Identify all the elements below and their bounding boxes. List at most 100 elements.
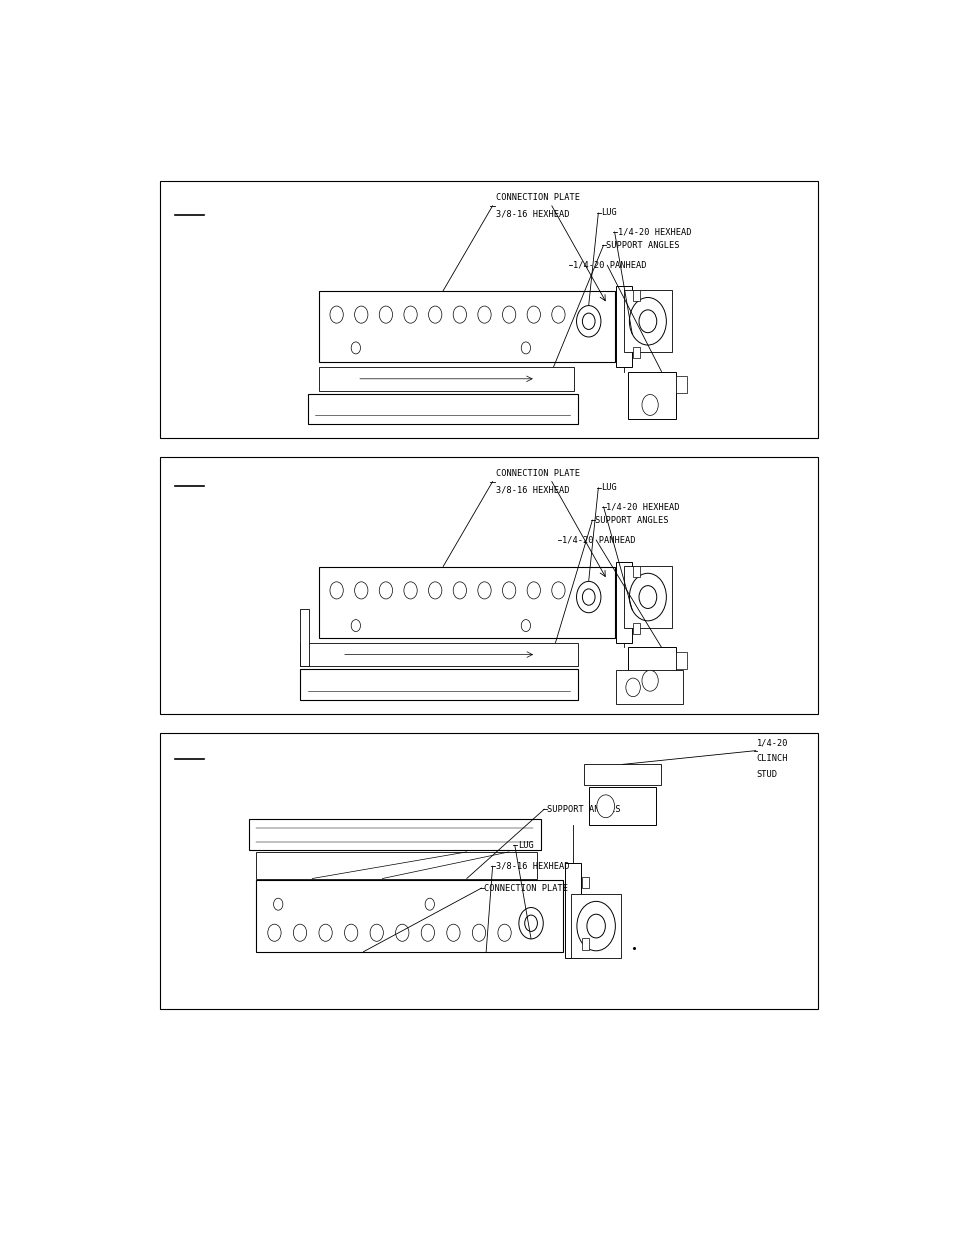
Circle shape xyxy=(518,908,542,939)
Circle shape xyxy=(351,342,360,354)
Text: 1/4-20 PANHEAD: 1/4-20 PANHEAD xyxy=(561,536,635,545)
Circle shape xyxy=(551,306,564,324)
Circle shape xyxy=(268,924,281,941)
Circle shape xyxy=(629,573,665,621)
Circle shape xyxy=(639,310,656,332)
Circle shape xyxy=(274,898,283,910)
Bar xyxy=(318,567,614,638)
Circle shape xyxy=(330,582,343,599)
Circle shape xyxy=(477,582,491,599)
Circle shape xyxy=(379,306,392,324)
Circle shape xyxy=(581,589,595,605)
Bar xyxy=(249,819,540,850)
Bar xyxy=(633,622,639,634)
Circle shape xyxy=(370,924,383,941)
Text: 1/4-20 HEXHEAD: 1/4-20 HEXHEAD xyxy=(617,227,690,236)
Bar xyxy=(589,787,656,825)
Text: SUPPORT ANGLES: SUPPORT ANGLES xyxy=(595,515,668,525)
Circle shape xyxy=(639,585,656,609)
Bar xyxy=(308,394,577,424)
Bar xyxy=(633,290,639,301)
Bar xyxy=(300,669,577,700)
Circle shape xyxy=(527,582,539,599)
Circle shape xyxy=(477,306,491,324)
Circle shape xyxy=(502,582,516,599)
Circle shape xyxy=(576,582,600,613)
Circle shape xyxy=(641,671,658,692)
Text: CLINCH: CLINCH xyxy=(756,755,787,763)
Text: 1/4-20 HEXHEAD: 1/4-20 HEXHEAD xyxy=(606,503,679,511)
Circle shape xyxy=(318,924,332,941)
Bar xyxy=(581,939,588,950)
Circle shape xyxy=(497,924,511,941)
Bar xyxy=(627,647,676,695)
Circle shape xyxy=(453,306,466,324)
Bar xyxy=(581,877,588,888)
Bar xyxy=(616,562,632,642)
Circle shape xyxy=(527,306,539,324)
Circle shape xyxy=(625,678,639,697)
Bar xyxy=(676,652,686,669)
Circle shape xyxy=(520,620,530,631)
Circle shape xyxy=(379,582,392,599)
Circle shape xyxy=(502,306,516,324)
Text: 3/8-16 HEXHEAD: 3/8-16 HEXHEAD xyxy=(495,862,569,871)
Circle shape xyxy=(581,314,595,330)
Circle shape xyxy=(425,898,434,910)
Bar xyxy=(255,852,537,878)
Text: STUD: STUD xyxy=(756,771,777,779)
Bar xyxy=(299,609,308,667)
Text: SUPPORT ANGLES: SUPPORT ANGLES xyxy=(606,241,679,249)
Circle shape xyxy=(421,924,434,941)
Bar xyxy=(616,287,632,367)
Bar xyxy=(616,671,682,704)
Circle shape xyxy=(524,915,537,931)
Circle shape xyxy=(577,902,615,951)
Circle shape xyxy=(403,306,416,324)
Text: 3/8-16 HEXHEAD: 3/8-16 HEXHEAD xyxy=(495,485,569,494)
Text: 3/8-16 HEXHEAD: 3/8-16 HEXHEAD xyxy=(495,209,569,219)
Circle shape xyxy=(403,582,416,599)
Bar xyxy=(318,291,614,362)
Bar xyxy=(571,894,620,958)
Text: 1/4-20 PANHEAD: 1/4-20 PANHEAD xyxy=(573,261,646,269)
Circle shape xyxy=(576,305,600,337)
Text: CONNECTION PLATE: CONNECTION PLATE xyxy=(484,883,568,893)
Circle shape xyxy=(472,924,485,941)
Bar xyxy=(160,734,817,1009)
Text: CONNECTION PLATE: CONNECTION PLATE xyxy=(495,469,579,478)
Text: 1/4-20: 1/4-20 xyxy=(756,739,787,747)
Circle shape xyxy=(520,342,530,354)
Circle shape xyxy=(586,914,605,937)
Bar xyxy=(623,290,671,352)
Circle shape xyxy=(428,306,441,324)
Bar xyxy=(160,457,817,714)
Circle shape xyxy=(355,306,368,324)
Circle shape xyxy=(293,924,306,941)
Bar xyxy=(623,566,671,627)
Circle shape xyxy=(629,298,665,345)
Bar xyxy=(160,182,817,438)
Circle shape xyxy=(453,582,466,599)
Bar xyxy=(255,881,562,952)
Bar xyxy=(318,367,574,390)
Circle shape xyxy=(355,582,368,599)
Bar xyxy=(627,372,676,419)
Circle shape xyxy=(597,795,614,818)
Circle shape xyxy=(351,620,360,631)
Text: SUPPORT ANGLES: SUPPORT ANGLES xyxy=(547,805,620,814)
Circle shape xyxy=(330,306,343,324)
Circle shape xyxy=(641,394,658,415)
Text: LUG: LUG xyxy=(517,841,533,850)
Circle shape xyxy=(428,582,441,599)
Circle shape xyxy=(446,924,459,941)
Bar xyxy=(633,347,639,358)
Text: LUG: LUG xyxy=(600,209,617,217)
Circle shape xyxy=(344,924,357,941)
Bar xyxy=(583,764,660,785)
Bar xyxy=(564,863,580,958)
Circle shape xyxy=(551,582,564,599)
Text: CONNECTION PLATE: CONNECTION PLATE xyxy=(495,193,579,203)
Bar xyxy=(633,566,639,577)
Text: LUG: LUG xyxy=(600,483,617,493)
